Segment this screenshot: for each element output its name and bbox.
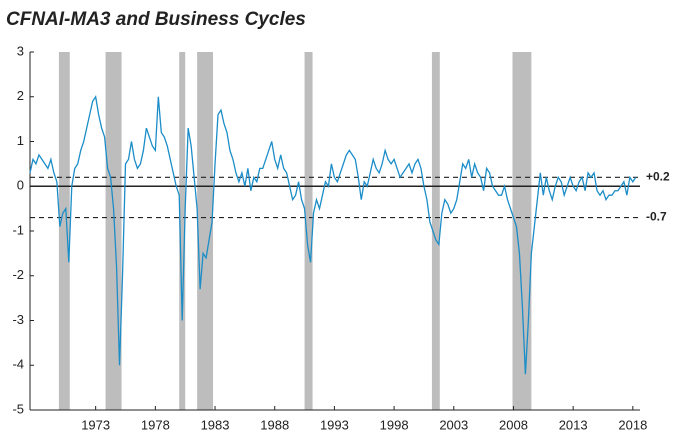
y-tick-label: -2 bbox=[12, 267, 24, 282]
y-tick-label: -3 bbox=[12, 312, 24, 327]
chart-title: CFNAI-MA3 and Business Cycles bbox=[6, 9, 306, 30]
y-tick-label: -1 bbox=[12, 222, 24, 237]
y-tick-label: -4 bbox=[12, 357, 24, 372]
recession-band bbox=[179, 52, 186, 410]
recession-band bbox=[431, 52, 440, 410]
recession-band bbox=[197, 52, 213, 410]
recession-band bbox=[512, 52, 532, 410]
recession-band bbox=[58, 52, 70, 410]
reference-label: -0.7 bbox=[646, 210, 667, 224]
y-tick-label: 0 bbox=[17, 178, 24, 193]
x-tick-label: 1983 bbox=[201, 417, 230, 432]
x-tick-label: 1998 bbox=[380, 417, 409, 432]
x-tick-label: 2013 bbox=[559, 417, 588, 432]
x-tick-label: 2008 bbox=[499, 417, 528, 432]
x-tick-label: 1978 bbox=[141, 417, 170, 432]
x-tick-label: 2003 bbox=[439, 417, 468, 432]
x-tick-label: 1973 bbox=[81, 417, 110, 432]
reference-label: +0.2 bbox=[646, 169, 670, 183]
y-tick-label: 3 bbox=[17, 43, 24, 58]
recession-band bbox=[304, 52, 313, 410]
y-tick-label: 2 bbox=[17, 88, 24, 103]
x-tick-label: 1993 bbox=[320, 417, 349, 432]
y-tick-label: -5 bbox=[12, 401, 24, 416]
x-tick-label: 2018 bbox=[618, 417, 647, 432]
y-tick-label: 1 bbox=[17, 133, 24, 148]
data-line bbox=[29, 95, 637, 375]
x-tick-label: 1988 bbox=[260, 417, 289, 432]
